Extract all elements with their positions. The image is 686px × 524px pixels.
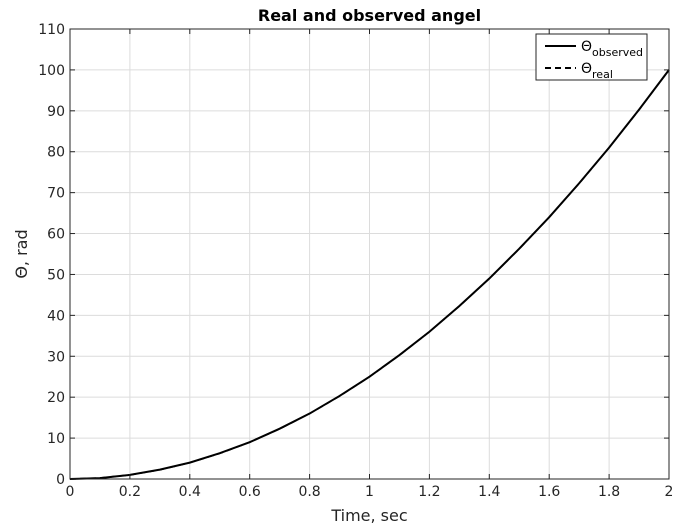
x-tick-label: 1.8 [598,484,620,500]
y-tick-label: 80 [47,145,65,161]
legend-label: Θobserved [581,39,643,59]
y-axis-label: Θ, rad [12,229,31,278]
y-tick-label: 30 [47,349,65,365]
x-tick-label: 0 [66,484,75,500]
y-tick-label: 20 [47,390,65,406]
y-tick-label: 70 [47,186,65,202]
series-group [69,69,670,480]
y-tick-label: 100 [38,63,65,79]
y-tick-label: 60 [47,227,65,243]
legend-symbol: Θ [581,61,592,77]
x-tick-label: 1.6 [538,484,560,500]
series-line-real [69,69,670,480]
x-tick-label: 0.2 [119,484,141,500]
y-tick-label: 110 [38,22,65,38]
y-axis: 0 10 20 30 40 50 60 70 80 90 100 110 [38,22,669,488]
legend-label: Θreal [581,61,613,81]
y-tick-label: 50 [47,267,65,283]
y-tick-label: 0 [56,472,65,488]
x-tick-label: 1.2 [418,484,440,500]
x-tick-label: 0.6 [239,484,261,500]
x-tick-label: 0.8 [298,484,320,500]
x-tick-label: 1 [365,484,374,500]
x-tick-label: 1.4 [478,484,500,500]
legend-subscript: real [592,68,613,81]
x-tick-label: 2 [665,484,674,500]
y-tick-label: 90 [47,104,65,120]
x-axis-label: Time, sec [330,506,407,524]
grid [69,28,670,480]
legend-box [535,33,648,81]
y-tick-label: 40 [47,308,65,324]
x-axis: 0 0.2 0.4 0.6 0.8 1 1.2 1.4 1.6 1.8 2 [66,29,674,500]
x-tick-label: 0.4 [179,484,201,500]
y-tick-label: 10 [47,431,65,447]
legend-subscript: observed [592,46,643,59]
legend-symbol: Θ [581,39,592,55]
chart-title: Real and observed angel [258,6,481,25]
